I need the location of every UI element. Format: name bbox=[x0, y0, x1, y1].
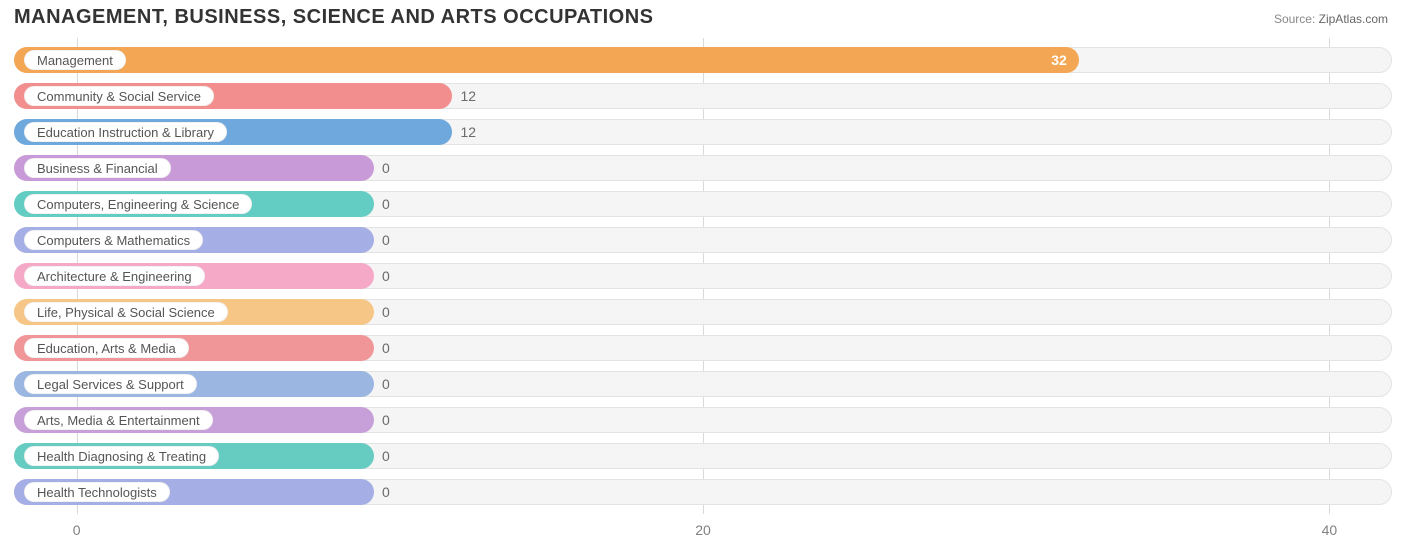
value-label: 0 bbox=[374, 479, 390, 505]
chart-container: MANAGEMENT, BUSINESS, SCIENCE AND ARTS O… bbox=[0, 0, 1406, 558]
bar-row: Architecture & Engineering 0 bbox=[14, 263, 1392, 289]
bar-row: Education, Arts & Media 0 bbox=[14, 335, 1392, 361]
category-pill: Health Diagnosing & Treating bbox=[24, 446, 219, 466]
value-label: 0 bbox=[374, 191, 390, 217]
category-pill: Business & Financial bbox=[24, 158, 171, 178]
category-pill: Management bbox=[24, 50, 126, 70]
category-pill: Architecture & Engineering bbox=[24, 266, 205, 286]
value-label: 0 bbox=[374, 335, 390, 361]
bar-row: Life, Physical & Social Science 0 bbox=[14, 299, 1392, 325]
x-tick-label: 20 bbox=[695, 522, 711, 538]
source-label: Source: bbox=[1274, 12, 1315, 26]
source-attribution: Source: ZipAtlas.com bbox=[1274, 12, 1388, 26]
category-pill: Education, Arts & Media bbox=[24, 338, 189, 358]
bar-row: Community & Social Service 12 bbox=[14, 83, 1392, 109]
chart-title: MANAGEMENT, BUSINESS, SCIENCE AND ARTS O… bbox=[14, 6, 653, 29]
value-label: 0 bbox=[374, 299, 390, 325]
bar-row: Legal Services & Support 0 bbox=[14, 371, 1392, 397]
bar-row: Computers & Mathematics 0 bbox=[14, 227, 1392, 253]
category-pill: Education Instruction & Library bbox=[24, 122, 227, 142]
plot-area: Management 32 Community & Social Service 12… bbox=[14, 38, 1392, 542]
x-tick-label: 40 bbox=[1322, 522, 1338, 538]
category-pill: Legal Services & Support bbox=[24, 374, 197, 394]
category-pill: Health Technologists bbox=[24, 482, 170, 502]
category-pill: Computers, Engineering & Science bbox=[24, 194, 252, 214]
bars-area: Management 32 Community & Social Service 12… bbox=[14, 38, 1392, 514]
bar-row: Arts, Media & Entertainment 0 bbox=[14, 407, 1392, 433]
value-label: 0 bbox=[374, 443, 390, 469]
value-label: 0 bbox=[374, 155, 390, 181]
bar-row: Computers, Engineering & Science 0 bbox=[14, 191, 1392, 217]
bar-fill bbox=[14, 47, 1079, 73]
value-label: 12 bbox=[452, 119, 476, 145]
bar-row: Management 32 bbox=[14, 47, 1392, 73]
category-pill: Community & Social Service bbox=[24, 86, 214, 106]
bar-row: Business & Financial 0 bbox=[14, 155, 1392, 181]
category-pill: Computers & Mathematics bbox=[24, 230, 203, 250]
value-label: 0 bbox=[374, 227, 390, 253]
x-tick-label: 0 bbox=[73, 522, 81, 538]
bar-row: Education Instruction & Library 12 bbox=[14, 119, 1392, 145]
value-label: 0 bbox=[374, 263, 390, 289]
category-pill: Life, Physical & Social Science bbox=[24, 302, 228, 322]
category-pill: Arts, Media & Entertainment bbox=[24, 410, 213, 430]
value-label: 0 bbox=[374, 407, 390, 433]
source-site: ZipAtlas.com bbox=[1319, 12, 1388, 26]
value-label: 32 bbox=[1051, 47, 1079, 73]
bar-row: Health Technologists 0 bbox=[14, 479, 1392, 505]
bar-row: Health Diagnosing & Treating 0 bbox=[14, 443, 1392, 469]
value-label: 0 bbox=[374, 371, 390, 397]
value-label: 12 bbox=[452, 83, 476, 109]
